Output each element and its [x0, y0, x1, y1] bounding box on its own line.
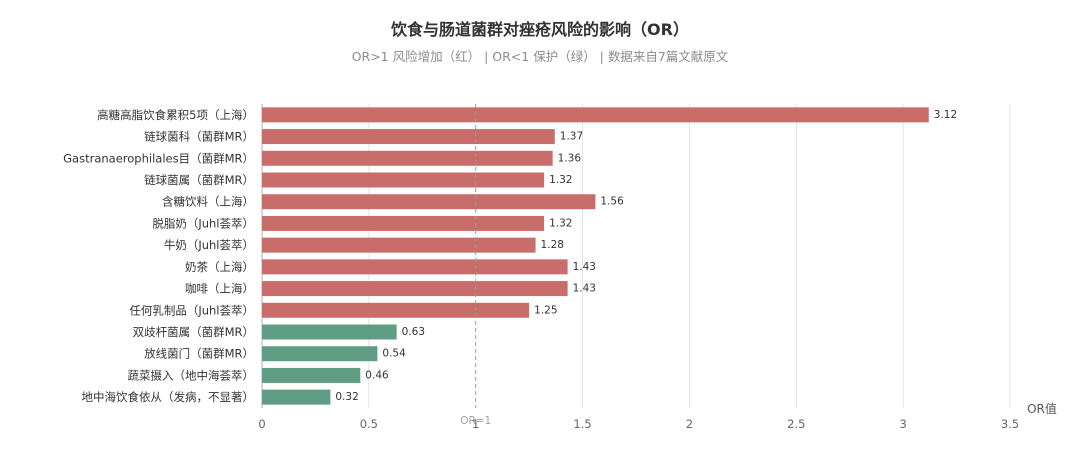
value-label-3: 1.32 [549, 174, 572, 186]
category-label-5: 脱脂奶（Juhl荟萃） [152, 216, 254, 230]
x-tick-label-2: 1 [472, 417, 479, 431]
category-label-0: 高糖高脂饮食累积5项（上海） [97, 108, 254, 122]
chart-title: 饮食与肠道菌群对痤疮风险的影响（OR） [391, 20, 689, 39]
category-label-12: 蔬菜摄入（地中海荟萃） [128, 368, 255, 382]
bar-12 [262, 367, 361, 383]
chart-subtitle: OR>1 风险增加（红） | OR<1 保护（绿） | 数据来自7篇文献原文 [351, 49, 729, 64]
bar-2 [262, 150, 553, 166]
x-axis-title: OR值 [1027, 401, 1057, 416]
category-label-3: 链球菌属（菌群MR） [144, 173, 254, 187]
x-tick-label-1: 0.5 [360, 417, 378, 431]
category-label-9: 任何乳制品（Juhl荟萃） [129, 303, 254, 317]
category-label-1: 链球菌科（菌群MR） [144, 130, 254, 144]
bar-7 [262, 259, 568, 275]
bar-1 [262, 129, 555, 145]
x-tick-label-3: 1.5 [573, 417, 591, 431]
category-label-7: 奶茶（上海） [185, 260, 254, 274]
value-label-9: 1.25 [534, 304, 557, 316]
bar-11 [262, 346, 378, 362]
value-label-12: 0.46 [365, 369, 389, 381]
bar-8 [262, 281, 568, 297]
x-tick-label-6: 3 [899, 417, 906, 431]
bar-0 [262, 107, 929, 123]
bar-13 [262, 389, 331, 405]
x-tick-label-5: 2.5 [787, 417, 805, 431]
category-label-13: 地中海饮食依从（发病，不显著） [82, 390, 255, 404]
value-label-5: 1.32 [549, 217, 572, 229]
value-label-7: 1.43 [573, 261, 596, 273]
value-label-8: 1.43 [573, 283, 596, 295]
value-label-13: 0.32 [335, 391, 358, 403]
x-tick-label-0: 0 [258, 417, 265, 431]
bar-6 [262, 237, 536, 253]
category-label-2: Gastranaerophilales目（菌群MR） [63, 151, 254, 165]
x-tick-label-4: 2 [686, 417, 693, 431]
value-label-2: 1.36 [558, 152, 582, 164]
value-label-6: 1.28 [541, 239, 564, 251]
category-label-8: 咖啡（上海） [185, 282, 254, 296]
bar-5 [262, 215, 545, 231]
x-tick-label-7: 3.5 [1001, 417, 1019, 431]
bar-9 [262, 302, 530, 318]
reference-line-label: OR=1 [460, 415, 491, 427]
category-label-4: 含糖饮料（上海） [162, 195, 254, 209]
category-label-6: 牛奶（Juhl荟萃） [164, 238, 254, 252]
bar-10 [262, 324, 397, 340]
bar-4 [262, 194, 596, 210]
value-label-10: 0.63 [402, 326, 425, 338]
category-label-11: 放线菌门（菌群MR） [144, 347, 254, 361]
value-label-0: 3.12 [934, 109, 957, 121]
value-label-11: 0.54 [382, 348, 406, 360]
value-label-4: 1.56 [600, 196, 624, 208]
bar-3 [262, 172, 545, 188]
category-label-10: 双歧杆菌属（菌群MR） [133, 325, 254, 339]
value-label-1: 1.37 [560, 131, 583, 143]
